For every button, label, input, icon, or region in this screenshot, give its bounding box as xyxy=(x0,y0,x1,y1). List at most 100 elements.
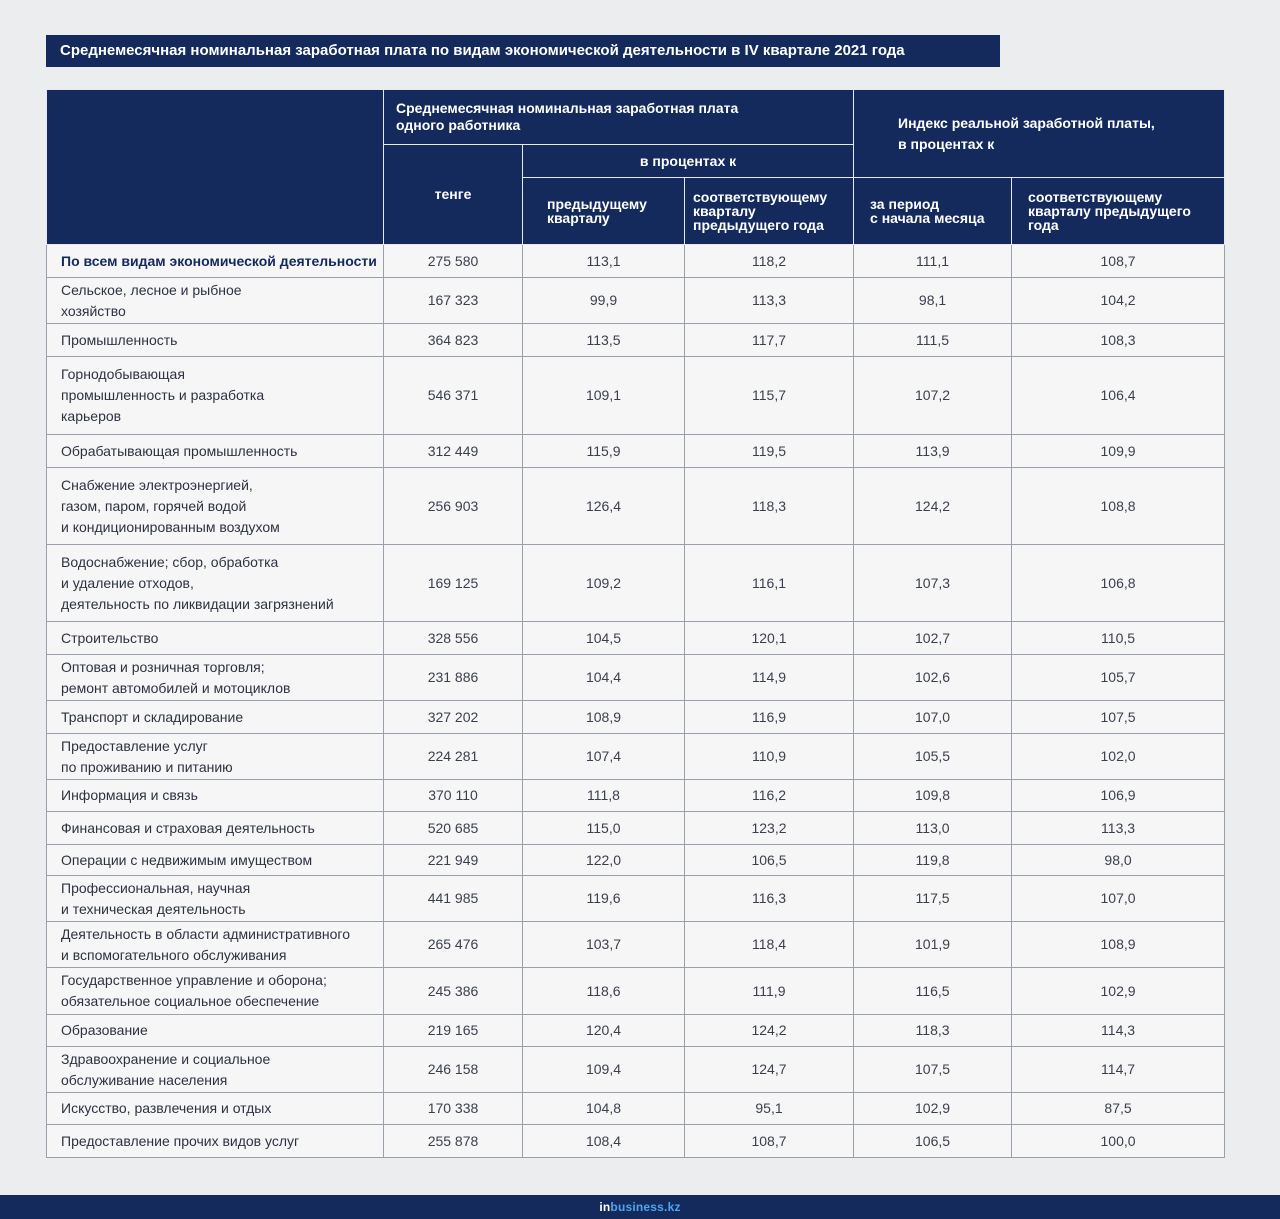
row-activity-name: Искусство, развлечения и отдых xyxy=(46,1092,384,1125)
table-row: Информация и связь 370 110 111,8 116,2 109,8… xyxy=(46,779,1226,812)
table-row: Горнодобывающая промышленность и разрабо… xyxy=(46,356,1226,435)
header-previous-quarter: предыдущему кварталу xyxy=(522,177,685,245)
cell-tenge: 224 281 xyxy=(383,733,523,780)
cell-tenge: 170 338 xyxy=(383,1092,523,1125)
cell-real-same-q: 108,7 xyxy=(1011,244,1226,278)
table-row: Сельское, лесное и рыбное хозяйство 167 3… xyxy=(46,277,1226,324)
cell-same-q: 116,9 xyxy=(683,700,855,734)
row-activity-name: Строительство xyxy=(46,621,384,655)
cell-same-q: 124,2 xyxy=(683,1014,855,1047)
cell-tenge: 221 949 xyxy=(383,844,523,876)
cell-same-q: 123,2 xyxy=(683,811,855,845)
cell-same-q: 115,7 xyxy=(683,356,855,435)
row-activity-name: Операции с недвижимым имуществом xyxy=(46,844,384,876)
cell-period: 102,6 xyxy=(853,654,1013,701)
logo-prefix: in xyxy=(599,1200,611,1214)
cell-tenge: 169 125 xyxy=(383,544,523,622)
cell-period: 102,7 xyxy=(853,621,1013,655)
cell-period: 118,3 xyxy=(853,1014,1013,1047)
inbusiness-logo[interactable]: inbusiness.kz xyxy=(599,1195,680,1219)
cell-prev-q: 109,1 xyxy=(522,356,685,435)
row-activity-name: Государственное управление и оборона; об… xyxy=(46,967,384,1015)
logo-domain: business.kz xyxy=(610,1200,681,1214)
cell-prev-q: 104,8 xyxy=(522,1092,685,1125)
cell-same-q: 113,3 xyxy=(683,277,855,324)
cell-real-same-q: 108,8 xyxy=(1011,467,1226,545)
cell-real-same-q: 105,7 xyxy=(1011,654,1226,701)
cell-prev-q: 113,5 xyxy=(522,323,685,357)
cell-real-same-q: 110,5 xyxy=(1011,621,1226,655)
cell-same-q: 95,1 xyxy=(683,1092,855,1125)
cell-period: 113,9 xyxy=(853,434,1013,468)
cell-prev-q: 99,9 xyxy=(522,277,685,324)
cell-period: 111,5 xyxy=(853,323,1013,357)
cell-prev-q: 118,6 xyxy=(522,967,685,1015)
row-activity-name: Финансовая и страховая деятельность xyxy=(46,811,384,845)
header-same-quarter-prev-year: соответствующему кварталу предыдущего го… xyxy=(683,177,855,245)
cell-period: 105,5 xyxy=(853,733,1013,780)
cell-prev-q: 103,7 xyxy=(522,921,685,968)
table-row: Предоставление услуг по проживанию и пит… xyxy=(46,733,1226,780)
cell-prev-q: 109,4 xyxy=(522,1046,685,1093)
cell-real-same-q: 108,9 xyxy=(1011,921,1226,968)
row-activity-name: Здравоохранение и социальное обслуживани… xyxy=(46,1046,384,1093)
cell-real-same-q: 114,3 xyxy=(1011,1014,1226,1047)
table-row: Снабжение электроэнергией, газом, паром,… xyxy=(46,467,1226,545)
cell-same-q: 116,3 xyxy=(683,875,855,922)
cell-tenge: 245 386 xyxy=(383,967,523,1015)
cell-tenge: 167 323 xyxy=(383,277,523,324)
cell-period: 111,1 xyxy=(853,244,1013,278)
table-row: Деятельность в области административного… xyxy=(46,921,1226,968)
header-tenge: тенге xyxy=(383,144,523,245)
row-activity-name: Транспорт и складирование xyxy=(46,700,384,734)
cell-period: 107,5 xyxy=(853,1046,1013,1093)
row-activity-name: По всем видам экономической деятельности xyxy=(46,244,384,278)
cell-same-q: 116,1 xyxy=(683,544,855,622)
header-nominal-wage: Среднемесячная номинальная заработная пл… xyxy=(382,89,855,145)
cell-prev-q: 115,0 xyxy=(522,811,685,845)
cell-prev-q: 107,4 xyxy=(522,733,685,780)
cell-prev-q: 104,5 xyxy=(522,621,685,655)
cell-same-q: 106,5 xyxy=(683,844,855,876)
cell-real-same-q: 106,8 xyxy=(1011,544,1226,622)
table-row: Операции с недвижимым имуществом 221 949 1… xyxy=(46,844,1226,876)
cell-tenge: 364 823 xyxy=(383,323,523,357)
cell-tenge: 256 903 xyxy=(383,467,523,545)
table-row: Государственное управление и оборона; об… xyxy=(46,967,1226,1015)
cell-same-q: 111,9 xyxy=(683,967,855,1015)
cell-period: 98,1 xyxy=(853,277,1013,324)
header-real-wage-index: Индекс реальной заработной платы, в проц… xyxy=(853,89,1226,178)
row-activity-name: Оптовая и розничная торговля; ремонт авт… xyxy=(46,654,384,701)
row-activity-name: Сельское, лесное и рыбное хозяйство xyxy=(46,277,384,324)
cell-prev-q: 108,9 xyxy=(522,700,685,734)
table-row: Предоставление прочих видов услуг 255 878… xyxy=(46,1124,1226,1158)
cell-tenge: 328 556 xyxy=(383,621,523,655)
cell-prev-q: 104,4 xyxy=(522,654,685,701)
cell-prev-q: 120,4 xyxy=(522,1014,685,1047)
cell-period: 124,2 xyxy=(853,467,1013,545)
cell-same-q: 116,2 xyxy=(683,779,855,812)
table-row: Образование 219 165 120,4 124,2 118,3 114,3 xyxy=(46,1014,1226,1047)
cell-tenge: 231 886 xyxy=(383,654,523,701)
cell-period: 106,5 xyxy=(853,1124,1013,1158)
cell-same-q: 119,5 xyxy=(683,434,855,468)
row-activity-name: Профессиональная, научная и техническая … xyxy=(46,875,384,922)
cell-tenge: 246 158 xyxy=(383,1046,523,1093)
cell-tenge: 520 685 xyxy=(383,811,523,845)
cell-real-same-q: 109,9 xyxy=(1011,434,1226,468)
row-activity-name: Снабжение электроэнергией, газом, паром,… xyxy=(46,467,384,545)
cell-prev-q: 119,6 xyxy=(522,875,685,922)
cell-tenge: 312 449 xyxy=(383,434,523,468)
cell-same-q: 118,4 xyxy=(683,921,855,968)
table-row: Транспорт и складирование 327 202 108,9 116… xyxy=(46,700,1226,734)
row-activity-name: Предоставление услуг по проживанию и пит… xyxy=(46,733,384,780)
cell-tenge: 255 878 xyxy=(383,1124,523,1158)
cell-tenge: 219 165 xyxy=(383,1014,523,1047)
header-in-percent: в процентах к xyxy=(521,144,855,178)
cell-period: 101,9 xyxy=(853,921,1013,968)
cell-tenge: 265 476 xyxy=(383,921,523,968)
cell-real-same-q: 100,0 xyxy=(1011,1124,1226,1158)
row-activity-name: Водоснабжение; сбор, обработка и удалени… xyxy=(46,544,384,622)
row-activity-name: Промышленность xyxy=(46,323,384,357)
cell-same-q: 118,3 xyxy=(683,467,855,545)
